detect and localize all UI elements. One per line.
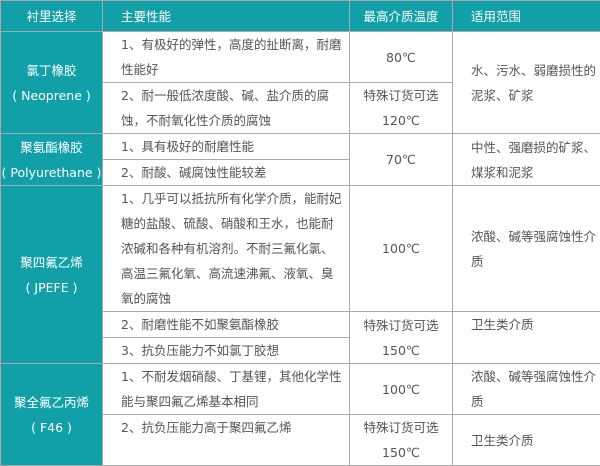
application-special-cell: 卫生类介质 — [453, 415, 600, 466]
special-temp: 150℃ — [350, 440, 452, 465]
special-temp: 150℃ — [350, 338, 452, 363]
material-en: ( JPEFE ) — [1, 275, 102, 300]
header-max-temp: 最高介质温度 — [350, 1, 453, 32]
temp-cell: 100℃ — [350, 186, 453, 312]
property-cell: 2、耐磨性能不如聚氨酯橡胶 — [103, 312, 350, 338]
application-cell: 浓酸、碱等强腐蚀性介质 — [453, 364, 600, 415]
material-cell: 氯丁橡胶( Neoprene ) — [1, 32, 103, 134]
table-header: 衬里选择 主要性能 最高介质温度 适用范围 — [1, 1, 600, 32]
material-name: 聚全氟乙丙烯 — [1, 390, 102, 415]
material-cell: 聚四氟乙烯( JPEFE ) — [1, 186, 103, 364]
temp-cell: 70℃ — [350, 134, 453, 186]
header-application: 适用范围 — [453, 1, 600, 32]
table-row: 聚四氟乙烯( JPEFE ) 1、几乎可以抵抗所有化学介质，能耐妃糖的盐酸、硫酸… — [1, 186, 600, 312]
temp-cell: 100℃ — [350, 364, 453, 415]
property-cell: 3、抗负压能力不如氯丁胶想 — [103, 338, 350, 364]
property-cell: 1、不耐发烟硝酸、丁基锂，其他化学性能与聚四氟乙烯基本相同 — [103, 364, 350, 415]
material-cell: 聚氨酯橡胶( Polyurethane ) — [1, 134, 103, 186]
application-special-cell: 卫生类介质 — [453, 312, 600, 364]
property-cell: 2、抗负压能力高于聚四氟乙烯 — [103, 415, 350, 466]
special-order-label: 特殊订货可选 — [350, 83, 452, 108]
property-cell: 1、有极好的弹性，高度的扯断离，耐磨性能好 — [103, 32, 350, 83]
property-cell: 2、耐一般低浓度酸、碱、盐介质的腐蚀，不耐氧化性介质的腐蚀 — [103, 83, 350, 134]
material-en: ( F46 ) — [1, 415, 102, 440]
table-row: 氯丁橡胶( Neoprene ) 1、有极好的弹性，高度的扯断离，耐磨性能好 8… — [1, 32, 600, 83]
special-temp: 120℃ — [350, 108, 452, 133]
material-name: 聚四氟乙烯 — [1, 250, 102, 275]
table-row: 聚全氟乙丙烯( F46 ) 1、不耐发烟硝酸、丁基锂，其他化学性能与聚四氟乙烯基… — [1, 364, 600, 415]
header-properties: 主要性能 — [103, 1, 350, 32]
material-cell: 聚全氟乙丙烯( F46 ) — [1, 364, 103, 466]
property-cell: 1、具有极好的耐磨性能 — [103, 134, 350, 160]
property-cell: 2、耐酸、碱腐蚀性能较差 — [103, 160, 350, 186]
table-row: 聚氨酯橡胶( Polyurethane ) 1、具有极好的耐磨性能 70℃ 中性… — [1, 134, 600, 160]
material-en: ( Polyurethane ) — [1, 160, 102, 185]
material-en: ( Neoprene ) — [1, 83, 102, 108]
header-material: 衬里选择 — [1, 1, 103, 32]
property-cell: 1、几乎可以抵抗所有化学介质，能耐妃糖的盐酸、硫酸、硝酸和王水，也能耐浓碱和各种… — [103, 186, 350, 312]
temp-cell: 80℃ — [350, 32, 453, 83]
material-name: 氯丁橡胶 — [1, 58, 102, 83]
application-cell: 水、污水、弱磨损性的泥浆、矿浆 — [453, 32, 600, 134]
special-order-label: 特殊订货可选 — [350, 415, 452, 440]
application-cell: 中性、强磨损的矿浆、煤浆和泥浆 — [453, 134, 600, 186]
application-cell: 浓酸、碱等强腐蚀性介质 — [453, 186, 600, 312]
material-name: 聚氨酯橡胶 — [1, 135, 102, 160]
special-order-label: 特殊订货可选 — [350, 313, 452, 338]
